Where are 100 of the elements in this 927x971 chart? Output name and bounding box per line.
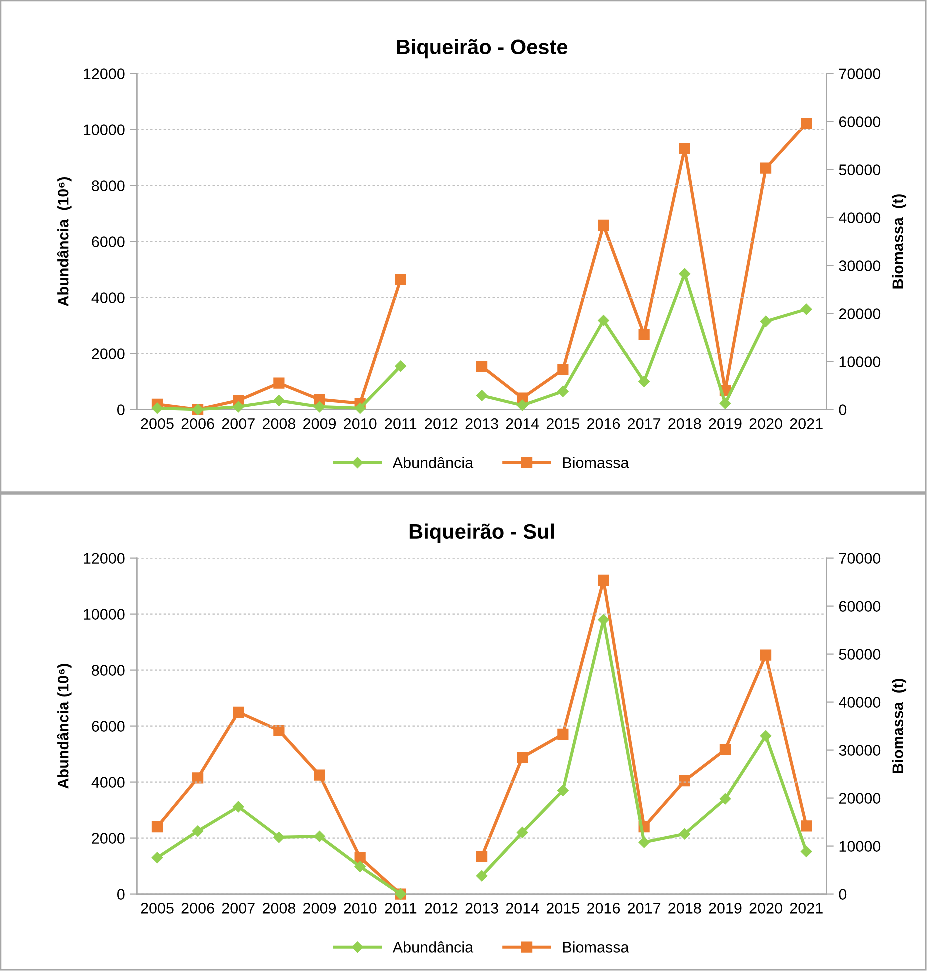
point	[233, 706, 244, 718]
chart-title: Biqueirão - Oeste	[397, 39, 568, 59]
x-tick-label: 2010	[344, 903, 377, 914]
x-tick-label: 2017	[628, 418, 661, 430]
x-tick-label: 2014	[506, 418, 540, 430]
point	[314, 770, 326, 781]
x-tick-label: 2005	[141, 903, 174, 914]
point	[517, 752, 528, 764]
point	[598, 220, 610, 232]
point	[476, 870, 488, 882]
x-tick-label: 2016	[588, 903, 620, 914]
x-tick-label: 2008	[262, 418, 296, 430]
y-tick-label: 0	[117, 889, 125, 900]
x-tick-label: 2016	[588, 418, 620, 430]
point	[354, 852, 366, 864]
y-axis-title: Abundância (10⁶)	[57, 664, 72, 789]
point	[598, 574, 610, 586]
y-tick-label: 6000	[92, 721, 125, 732]
point	[720, 793, 732, 805]
point	[679, 828, 690, 840]
point	[720, 744, 732, 756]
x-tick-label: 2018	[668, 903, 702, 914]
y2-axis-title: Biomassa (t)	[892, 679, 907, 774]
legend-label: Abundância	[392, 942, 474, 953]
chart-title: Biqueirão - Sul	[410, 524, 554, 544]
point	[558, 785, 569, 796]
y-tick-label: 0	[117, 404, 125, 416]
y2-tick-label: 10000	[840, 356, 881, 368]
y2-axis-title: Biomassa (t)	[892, 194, 907, 289]
y-tick-label: 8000	[92, 180, 125, 192]
point	[476, 361, 488, 372]
point	[274, 725, 285, 736]
point	[517, 400, 528, 412]
y-tick-label: 2000	[92, 833, 125, 844]
point	[679, 143, 690, 154]
point	[354, 402, 366, 414]
y2-tick-label: 20000	[839, 793, 881, 804]
y2-tick-label: 20000	[839, 308, 881, 320]
x-tick-label: 2015	[546, 418, 580, 430]
legend-label: Abundância	[392, 457, 474, 468]
y-tick-label: 10000	[84, 609, 125, 620]
point	[517, 827, 528, 838]
point	[476, 390, 488, 402]
point	[638, 836, 650, 848]
point	[395, 360, 407, 372]
y2-tick-label: 10000	[840, 841, 881, 852]
point	[192, 772, 204, 784]
legend-label: Biomassa	[563, 942, 630, 953]
x-tick-label: 2018	[668, 418, 702, 430]
point	[314, 401, 326, 413]
point	[801, 118, 812, 130]
y-tick-label: 4000	[92, 777, 125, 788]
point	[760, 650, 772, 661]
point	[760, 162, 772, 174]
x-tick-label: 2006	[182, 418, 214, 430]
x-tick-label: 2006	[182, 903, 214, 914]
x-tick-label: 2020	[750, 418, 782, 430]
point	[638, 329, 650, 340]
y-tick-label: 6000	[92, 236, 125, 248]
x-tick-label: 2008	[262, 903, 296, 914]
x-tick-label: 2009	[304, 418, 336, 430]
point	[800, 304, 812, 316]
point	[679, 775, 690, 787]
y-tick-label: 12000	[84, 553, 125, 564]
x-tick-label: 2021	[790, 418, 823, 430]
point	[152, 822, 164, 833]
point	[233, 801, 244, 813]
y2-tick-label: 30000	[839, 745, 881, 756]
x-tick-label: 2007	[222, 418, 255, 430]
point	[598, 315, 610, 326]
point	[354, 861, 366, 872]
point	[192, 826, 204, 837]
point	[274, 832, 285, 844]
point	[760, 730, 772, 742]
point	[720, 398, 732, 410]
point	[314, 831, 326, 842]
y-tick-label: 8000	[92, 665, 125, 676]
x-tick-label: 2015	[546, 903, 580, 914]
y2-tick-label: 0	[839, 404, 847, 416]
point	[801, 820, 812, 832]
point	[800, 846, 812, 858]
point	[395, 274, 406, 286]
x-tick-label: 2005	[141, 418, 174, 430]
point	[152, 852, 164, 864]
point	[638, 376, 650, 388]
point	[233, 401, 244, 413]
x-tick-label: 2019	[709, 418, 742, 430]
y2-tick-label: 40000	[839, 697, 881, 708]
x-tick-label: 2012	[425, 418, 458, 430]
y2-tick-label: 60000	[839, 116, 881, 128]
x-tick-label: 2013	[466, 903, 498, 914]
x-tick-label: 2007	[222, 903, 255, 914]
y2-tick-label: 70000	[839, 68, 881, 80]
y-tick-label: 2000	[92, 348, 125, 360]
x-tick-label: 2011	[385, 903, 417, 914]
x-tick-label: 2009	[304, 903, 336, 914]
y-tick-label: 10000	[84, 124, 125, 136]
x-tick-label: 2014	[506, 903, 540, 914]
x-tick-label: 2010	[344, 418, 377, 430]
x-tick-label: 2017	[628, 903, 661, 914]
